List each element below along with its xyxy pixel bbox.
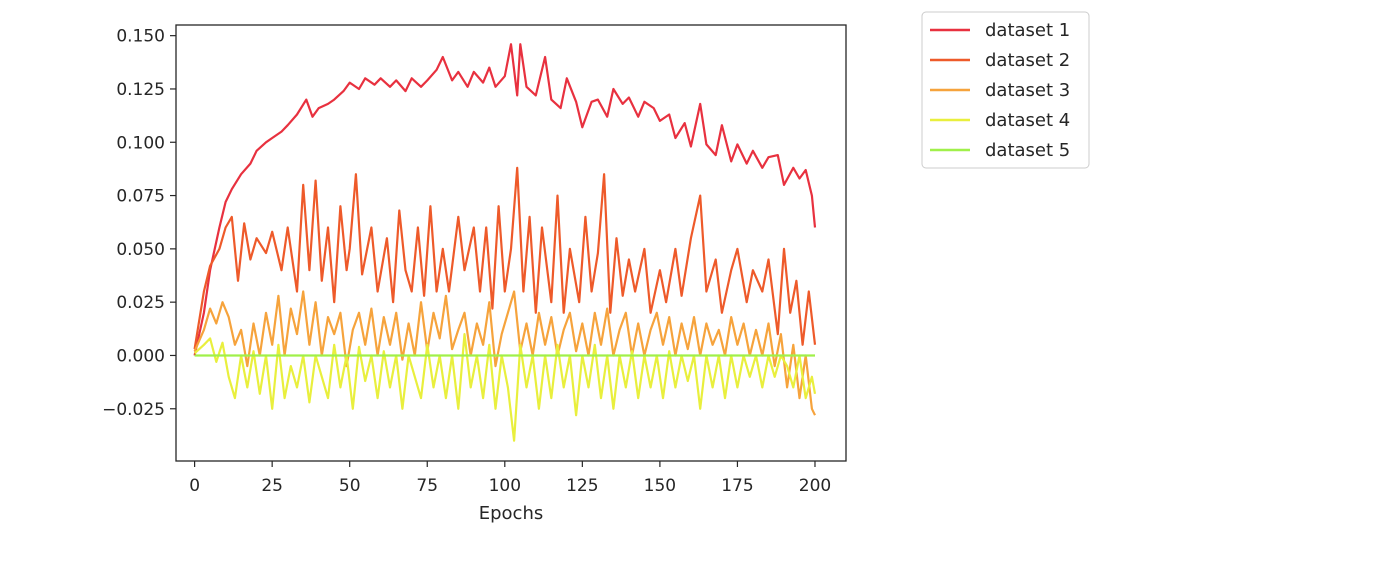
- series-line-2: [193, 166, 817, 350]
- x-tick-label: 175: [721, 476, 753, 496]
- legend-items: dataset 1 dataset 2 dataset 3 dataset 4 data…: [930, 20, 1070, 161]
- x-tick-label: 150: [644, 476, 676, 496]
- x-tick-label: 75: [416, 476, 438, 496]
- legend-item: dataset 3: [930, 80, 1070, 101]
- y-tick-label: 0.125: [116, 80, 165, 100]
- x-tick-label: 200: [799, 476, 831, 496]
- x-tick-label: 100: [489, 476, 521, 496]
- y-tick-label: 0.075: [116, 187, 165, 207]
- legend: dataset 1 dataset 2 dataset 3 dataset 4 data…: [921, 11, 1090, 169]
- legend-label: dataset 3: [985, 80, 1070, 101]
- x-tick-label: 50: [339, 476, 361, 496]
- plot-frame: [175, 24, 847, 462]
- y-tick-label: −0.025: [102, 400, 165, 420]
- x-tick-label: 0: [189, 476, 200, 496]
- series-line-4: [193, 333, 817, 442]
- y-tick-label: 0.100: [116, 133, 165, 153]
- legend-label: dataset 2: [985, 50, 1070, 71]
- legend-box: [921, 11, 1090, 169]
- legend-label: dataset 1: [985, 20, 1070, 41]
- x-tick-label: 25: [261, 476, 283, 496]
- legend-item: dataset 5: [930, 140, 1070, 161]
- y-tick-label: 0.050: [116, 240, 165, 260]
- x-axis-label: Epochs: [479, 503, 544, 524]
- y-tick-label: 0.025: [116, 293, 165, 313]
- legend-item: dataset 4: [930, 110, 1070, 131]
- series-line-1: [193, 43, 817, 356]
- y-tick-label: 0.000: [116, 346, 165, 366]
- x-axis: 0 25 50 75 100 125 150 175 200: [189, 461, 831, 496]
- legend-label: dataset 4: [985, 110, 1070, 131]
- legend-label: dataset 5: [985, 140, 1070, 161]
- x-tick-label: 125: [566, 476, 598, 496]
- y-tick-label: 0.150: [116, 27, 165, 47]
- series-layer: [193, 43, 817, 442]
- series-line-3: [193, 290, 816, 416]
- y-axis: −0.025 0.000 0.025 0.050 0.075 0.100 0.125 0.15…: [102, 27, 176, 420]
- legend-item: dataset 1: [930, 20, 1070, 41]
- legend-item: dataset 2: [930, 50, 1070, 71]
